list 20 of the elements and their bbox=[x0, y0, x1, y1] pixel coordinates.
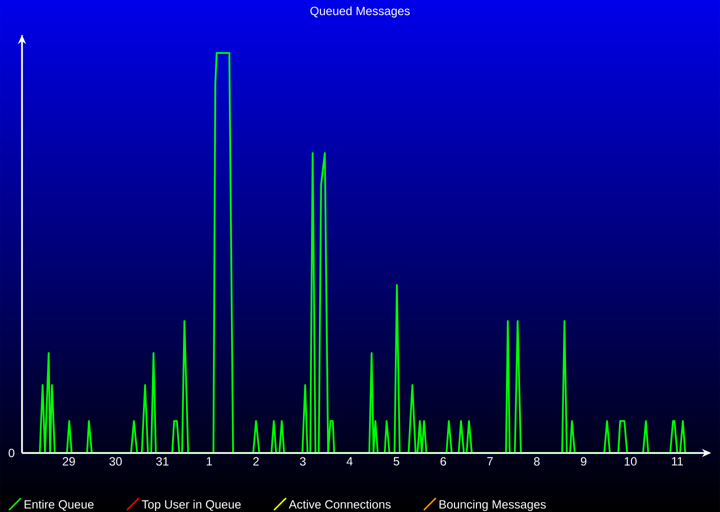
x-tick-label: 10 bbox=[624, 457, 637, 466]
legend-label: Top User in Queue bbox=[142, 500, 241, 511]
x-tick-label: 1 bbox=[206, 457, 212, 466]
x-tick-label: 3 bbox=[300, 457, 306, 466]
x-tick-label: 2 bbox=[253, 457, 259, 466]
text: 0 bbox=[8, 448, 14, 458]
legend-label: Entire Queue bbox=[24, 500, 94, 511]
x-tick-label: 11 bbox=[672, 457, 683, 466]
x-tick-label: 5 bbox=[394, 457, 400, 466]
x-tick-label: 7 bbox=[487, 457, 493, 466]
x-tick-label: 8 bbox=[534, 457, 540, 466]
x-tick-label: 29 bbox=[62, 457, 75, 466]
x-tick-label: 6 bbox=[440, 457, 446, 466]
legend-label: Bouncing Messages bbox=[440, 500, 546, 511]
x-tick-label: 30 bbox=[109, 457, 122, 466]
x-tick-label: 31 bbox=[156, 457, 168, 466]
x-tick-label: 9 bbox=[580, 457, 586, 466]
legend-label: Active Connections bbox=[288, 500, 391, 509]
x-tick-label: 4 bbox=[346, 457, 353, 466]
chart-title: Queued Messages bbox=[310, 6, 410, 18]
